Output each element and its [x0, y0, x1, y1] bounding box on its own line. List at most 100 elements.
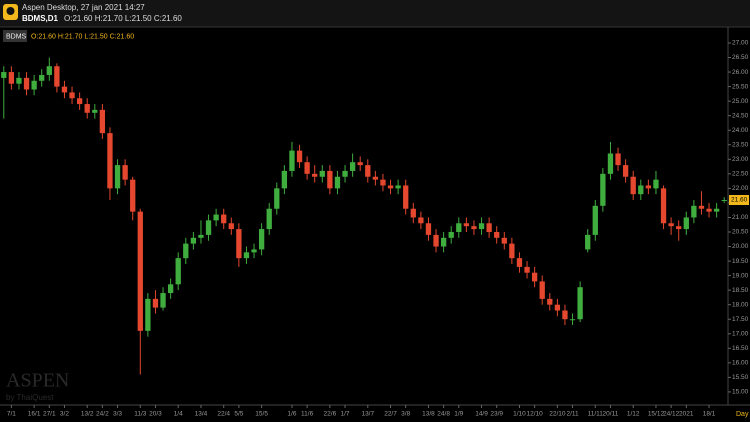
- candle-body: [312, 173, 318, 177]
- candle-body: [221, 214, 227, 224]
- candle-body: [114, 165, 121, 189]
- candle-body: [99, 109, 106, 134]
- candle-body: [327, 170, 333, 189]
- x-tick-label: 12/10: [526, 411, 543, 418]
- y-tick-label: 23.50: [732, 141, 749, 148]
- candle-body: [251, 249, 257, 253]
- candle-body: [183, 243, 189, 259]
- candle-body: [387, 185, 394, 189]
- legend-symbol: BDMS: [6, 33, 27, 40]
- x-tick-label: 1/10: [513, 411, 526, 418]
- candle-body: [23, 77, 30, 90]
- candle-body: [433, 234, 439, 247]
- candle-body: [509, 243, 515, 259]
- x-tick-label: 22/7: [384, 411, 397, 418]
- candle-body: [660, 188, 667, 224]
- x-tick-label: 15/5: [255, 411, 268, 418]
- candle-body: [167, 284, 174, 294]
- y-tick-label: 26.50: [732, 54, 749, 61]
- candle-body: [630, 176, 636, 195]
- candle-body: [539, 281, 545, 299]
- candle-body: [615, 153, 621, 166]
- y-tick-label: 16.00: [732, 360, 749, 367]
- y-tick-label: 25.50: [732, 83, 749, 90]
- candle-body: [585, 234, 591, 250]
- y-tick-label: 15.50: [732, 374, 749, 381]
- candle-body: [645, 185, 652, 189]
- candle-body: [274, 188, 280, 209]
- candle-body: [516, 258, 523, 267]
- candle-body: [107, 133, 113, 189]
- y-tick-label: 22.00: [732, 185, 749, 192]
- x-tick-label: 22/6: [324, 411, 337, 418]
- x-tick-label: 18/1: [703, 411, 716, 418]
- candle-body: [365, 165, 371, 177]
- candle-body: [501, 237, 507, 244]
- y-tick-label: 26.00: [732, 69, 749, 76]
- candle-body: [137, 211, 143, 331]
- candle-body: [1, 72, 7, 78]
- candle-body: [61, 86, 68, 93]
- last-price-label: 21.60: [731, 197, 748, 204]
- x-tick-label: 1/4: [174, 411, 183, 418]
- watermark-sub: by ThaiQuest: [6, 393, 54, 402]
- candle-body: [266, 208, 272, 230]
- y-tick-label: 27.00: [732, 40, 749, 47]
- candle-body: [319, 170, 325, 177]
- x-tick-label: 13/4: [195, 411, 208, 418]
- y-tick-label: 18.50: [732, 287, 749, 294]
- x-tick-label: 15/12: [648, 411, 665, 418]
- app-logo-mark: [6, 7, 15, 15]
- x-tick-label: 1/6: [287, 411, 296, 418]
- candle-body: [706, 208, 712, 212]
- candle-body: [304, 162, 310, 174]
- candle-body: [448, 231, 454, 238]
- candle-body: [425, 223, 432, 235]
- y-tick-label: 20.00: [732, 243, 749, 250]
- x-tick-label: 1/9: [454, 411, 463, 418]
- candle-body: [683, 217, 689, 230]
- candle-body: [76, 98, 83, 105]
- candle-body: [69, 92, 75, 99]
- x-tick-label: 16/1: [28, 411, 41, 418]
- x-tick-label: 3/8: [401, 411, 410, 418]
- candle-body: [471, 226, 477, 230]
- x-tick-label: 20/3: [149, 411, 162, 418]
- candle-body: [463, 223, 470, 227]
- candle-body: [403, 185, 409, 209]
- candle-body: [84, 104, 90, 113]
- candle-body: [39, 74, 45, 81]
- symbol: BDMS,D1: [22, 14, 59, 23]
- candle-body: [721, 200, 727, 202]
- candle-body: [46, 66, 52, 75]
- x-tick-label: 13/2: [81, 411, 94, 418]
- candle-body: [547, 298, 553, 305]
- candle-body: [160, 293, 166, 308]
- y-tick-label: 15.00: [732, 389, 749, 396]
- x-tick-label: 24/8: [437, 411, 450, 418]
- candle-body: [175, 258, 181, 285]
- candle-body: [410, 208, 416, 218]
- x-tick-label: 2021: [679, 411, 694, 418]
- timeframe: Day: [736, 411, 749, 418]
- candle-body: [16, 77, 22, 84]
- candle-body: [456, 223, 462, 232]
- candle-body: [486, 223, 492, 232]
- x-tick-label: 13/7: [361, 411, 374, 418]
- candle-body: [190, 237, 197, 244]
- x-tick-label: 20/11: [603, 411, 619, 418]
- candle-body: [92, 109, 98, 113]
- candle-body: [281, 170, 288, 189]
- candle-body: [236, 229, 242, 259]
- candle-body: [600, 173, 606, 206]
- header-bar: [0, 0, 750, 27]
- candle-body: [198, 234, 204, 238]
- candle-body: [334, 176, 341, 189]
- candle-body: [372, 176, 379, 180]
- candle-body: [592, 205, 598, 235]
- x-tick-label: 11/6: [301, 411, 314, 418]
- y-tick-label: 17.50: [732, 316, 749, 323]
- candle-body: [607, 153, 614, 174]
- x-tick-label: 13/8: [422, 411, 435, 418]
